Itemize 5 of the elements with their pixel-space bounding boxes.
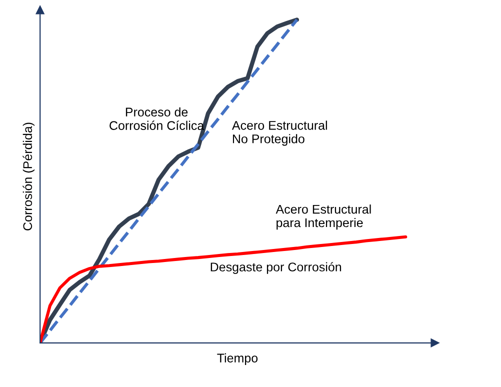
annotation: Acero Estructural para Intemperie — [276, 204, 371, 230]
y-axis-title: Corrosión (Pérdida) — [22, 122, 35, 230]
x-axis-title: Tiempo — [217, 353, 258, 365]
annotation: Acero Estructural No Protegido — [232, 120, 327, 146]
annotation: Desgaste por Corrosión — [210, 262, 342, 274]
